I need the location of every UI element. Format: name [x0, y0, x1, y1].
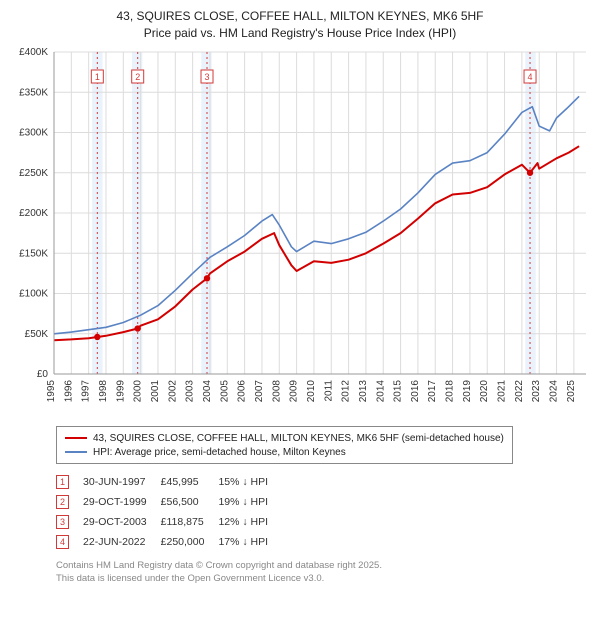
x-tick-label: 2012 — [341, 380, 352, 403]
chart-container: 43, SQUIRES CLOSE, COFFEE HALL, MILTON K… — [0, 0, 600, 596]
x-tick-label: 1999 — [115, 380, 126, 403]
y-tick-label: £250K — [19, 168, 48, 179]
x-tick-label: 2002 — [167, 380, 178, 403]
y-tick-label: £350K — [19, 87, 48, 98]
event-marker-number: 4 — [528, 72, 533, 82]
x-tick-label: 2022 — [514, 380, 525, 403]
x-tick-label: 1995 — [46, 380, 57, 403]
y-tick-label: £400K — [19, 48, 48, 58]
chart-title: 43, SQUIRES CLOSE, COFFEE HALL, MILTON K… — [12, 8, 588, 24]
x-tick-label: 1998 — [98, 380, 109, 403]
sale-marker — [134, 326, 140, 332]
sale-price: £118,875 — [161, 512, 219, 532]
sale-index-box: 3 — [56, 515, 69, 529]
table-row: 3 29-OCT-2003£118,87512% ↓ HPI — [56, 512, 282, 532]
attribution-line: This data is licensed under the Open Gov… — [56, 573, 588, 586]
sale-delta: 15% ↓ HPI — [218, 472, 282, 492]
x-tick-label: 2016 — [410, 380, 421, 403]
x-tick-label: 2024 — [549, 380, 560, 403]
sale-price: £250,000 — [161, 532, 219, 552]
x-tick-label: 2017 — [427, 380, 438, 403]
sale-date: 30-JUN-1997 — [83, 472, 161, 492]
sale-marker — [527, 170, 533, 176]
x-tick-label: 2006 — [237, 380, 248, 403]
legend-swatch — [65, 451, 87, 453]
sale-delta: 17% ↓ HPI — [218, 532, 282, 552]
sale-delta: 19% ↓ HPI — [218, 492, 282, 512]
x-tick-label: 2010 — [306, 380, 317, 403]
x-tick-label: 2020 — [479, 380, 490, 403]
legend: 43, SQUIRES CLOSE, COFFEE HALL, MILTON K… — [56, 426, 513, 464]
y-tick-label: £300K — [19, 128, 48, 139]
x-tick-label: 2008 — [271, 380, 282, 403]
x-tick-label: 2001 — [150, 380, 161, 403]
sale-index-box: 4 — [56, 535, 69, 549]
sale-price: £45,995 — [161, 472, 219, 492]
plot-area: £0 £50K £100K £150K £200K £250K £300K £350K £400… — [12, 48, 588, 418]
sale-marker — [204, 275, 210, 281]
sale-marker — [94, 334, 100, 340]
sales-table: 1 30-JUN-1997£45,99515% ↓ HPI 2 29-OCT-1999… — [56, 472, 282, 552]
legend-label: 43, SQUIRES CLOSE, COFFEE HALL, MILTON K… — [93, 433, 504, 444]
sale-date: 29-OCT-2003 — [83, 512, 161, 532]
sale-price: £56,500 — [161, 492, 219, 512]
table-row: 1 30-JUN-1997£45,99515% ↓ HPI — [56, 472, 282, 492]
y-tick-label: £50K — [25, 329, 49, 340]
sale-delta: 12% ↓ HPI — [218, 512, 282, 532]
x-tick-label: 1996 — [63, 380, 74, 403]
x-tick-label: 2014 — [375, 380, 386, 403]
x-tick-label: 2005 — [219, 380, 230, 403]
x-tick-label: 2011 — [323, 380, 334, 402]
x-tick-label: 2025 — [566, 380, 577, 403]
y-tick-label: £100K — [19, 289, 48, 300]
x-tick-label: 1997 — [81, 380, 92, 403]
chart-subtitle: Price paid vs. HM Land Registry's House … — [12, 26, 588, 40]
event-marker-number: 2 — [135, 72, 140, 82]
legend-row: HPI: Average price, semi-detached house,… — [65, 445, 504, 459]
table-row: 2 29-OCT-1999£56,50019% ↓ HPI — [56, 492, 282, 512]
sale-date: 29-OCT-1999 — [83, 492, 161, 512]
x-tick-label: 2019 — [462, 380, 473, 403]
y-tick-label: £0 — [37, 369, 49, 380]
table-row: 4 22-JUN-2022£250,00017% ↓ HPI — [56, 532, 282, 552]
x-tick-label: 2015 — [393, 380, 404, 403]
attribution: Contains HM Land Registry data © Crown c… — [56, 560, 588, 586]
legend-row: 43, SQUIRES CLOSE, COFFEE HALL, MILTON K… — [65, 431, 504, 445]
attribution-line: Contains HM Land Registry data © Crown c… — [56, 560, 588, 573]
legend-swatch — [65, 437, 87, 439]
event-marker-number: 3 — [205, 72, 210, 82]
x-tick-label: 2013 — [358, 380, 369, 403]
sale-index-box: 2 — [56, 495, 69, 509]
x-tick-label: 2021 — [497, 380, 508, 403]
x-tick-label: 2009 — [289, 380, 300, 403]
x-tick-label: 2003 — [185, 380, 196, 403]
y-tick-label: £200K — [19, 208, 48, 219]
x-tick-label: 2018 — [445, 380, 456, 403]
sale-date: 22-JUN-2022 — [83, 532, 161, 552]
x-tick-label: 2000 — [133, 380, 144, 403]
x-tick-label: 2023 — [531, 380, 542, 403]
plot-svg: £0 £50K £100K £150K £200K £250K £300K £350K £400… — [12, 48, 588, 418]
x-tick-label: 2004 — [202, 380, 213, 403]
y-tick-label: £150K — [19, 248, 48, 259]
event-marker-number: 1 — [95, 72, 100, 82]
sale-index-box: 1 — [56, 475, 69, 489]
legend-label: HPI: Average price, semi-detached house,… — [93, 447, 346, 458]
x-tick-label: 2007 — [254, 380, 265, 403]
